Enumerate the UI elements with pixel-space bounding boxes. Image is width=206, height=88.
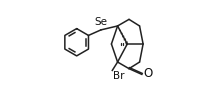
Text: O: O [143, 67, 152, 80]
Text: Br: Br [112, 71, 124, 81]
Text: Se: Se [94, 17, 107, 27]
